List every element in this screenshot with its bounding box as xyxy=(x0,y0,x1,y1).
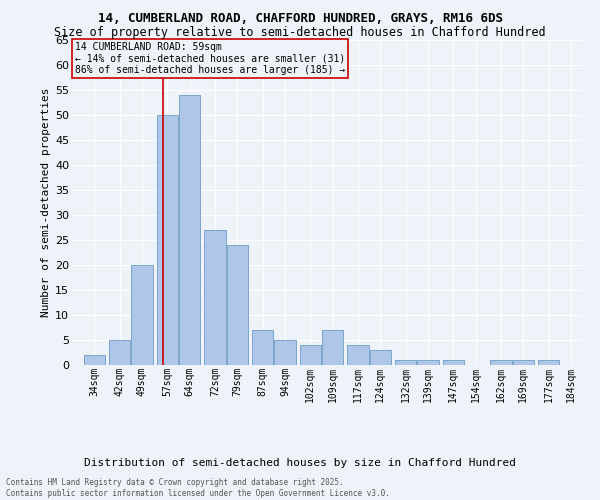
Bar xyxy=(490,360,512,365)
Bar xyxy=(157,115,178,365)
Bar xyxy=(347,345,368,365)
Bar xyxy=(179,95,200,365)
Y-axis label: Number of semi-detached properties: Number of semi-detached properties xyxy=(41,88,51,318)
Bar xyxy=(322,330,343,365)
Bar xyxy=(395,360,416,365)
Bar xyxy=(443,360,464,365)
Text: Size of property relative to semi-detached houses in Chafford Hundred: Size of property relative to semi-detach… xyxy=(54,26,546,39)
Text: 14 CUMBERLAND ROAD: 59sqm
← 14% of semi-detached houses are smaller (31)
86% of : 14 CUMBERLAND ROAD: 59sqm ← 14% of semi-… xyxy=(74,42,345,75)
Text: 14, CUMBERLAND ROAD, CHAFFORD HUNDRED, GRAYS, RM16 6DS: 14, CUMBERLAND ROAD, CHAFFORD HUNDRED, G… xyxy=(97,12,503,26)
Bar xyxy=(538,360,559,365)
Bar xyxy=(131,265,152,365)
Bar xyxy=(252,330,273,365)
Bar xyxy=(109,340,130,365)
Bar xyxy=(299,345,321,365)
Bar xyxy=(227,245,248,365)
Bar xyxy=(205,230,226,365)
Text: Contains HM Land Registry data © Crown copyright and database right 2025.
Contai: Contains HM Land Registry data © Crown c… xyxy=(6,478,390,498)
Bar xyxy=(417,360,439,365)
Bar xyxy=(512,360,534,365)
Bar xyxy=(83,355,105,365)
Bar xyxy=(274,340,296,365)
Bar xyxy=(370,350,391,365)
Text: Distribution of semi-detached houses by size in Chafford Hundred: Distribution of semi-detached houses by … xyxy=(84,458,516,468)
